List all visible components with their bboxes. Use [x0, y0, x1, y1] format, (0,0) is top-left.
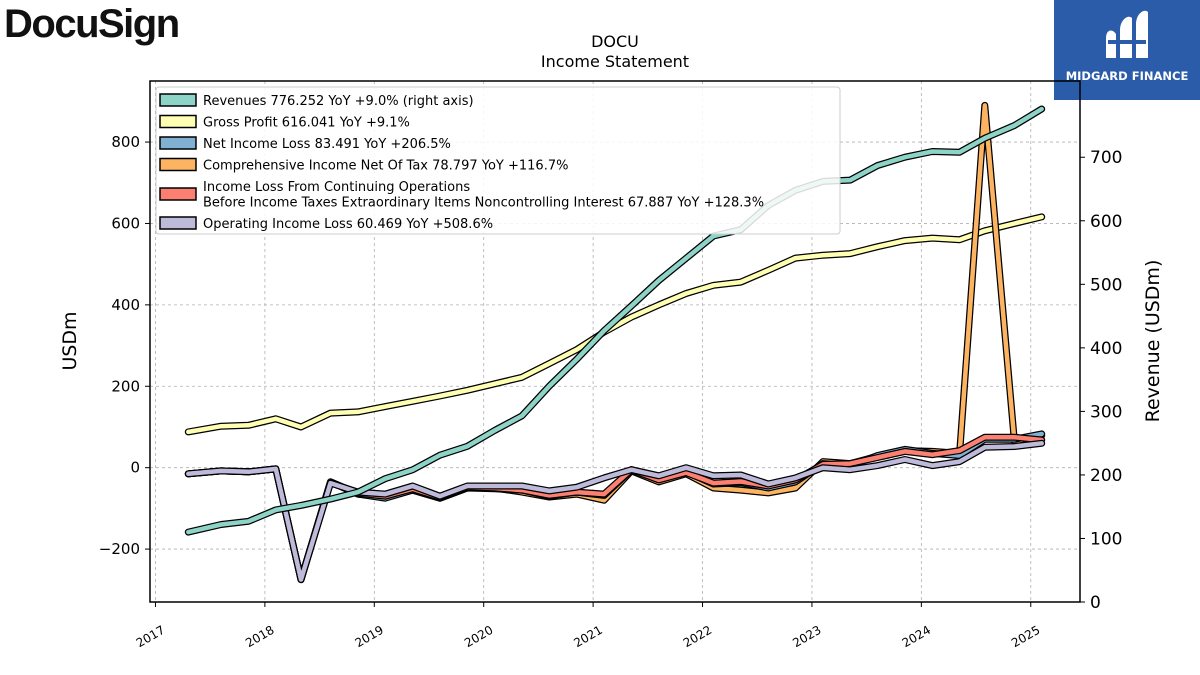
y-tick-label: 200	[111, 377, 140, 395]
series-line	[186, 214, 1044, 435]
y2-tick-label: 500	[1090, 275, 1122, 295]
legend-box	[155, 86, 841, 235]
legend-label: Comprehensive Income Net Of Tax 78.797 Y…	[203, 159, 568, 174]
legend-label: Income Loss From Continuing Operations	[203, 180, 470, 195]
legend-label: Operating Income Loss 60.469 YoY +508.6%	[203, 217, 493, 232]
x-tick-label: 2019	[353, 623, 386, 650]
series-line	[186, 106, 1044, 535]
y-axis-label: USDm	[59, 311, 81, 370]
y2-axis-label: Revenue (USDm)	[1142, 260, 1164, 423]
legend-swatch	[159, 93, 197, 107]
y-tick-label: −200	[99, 540, 140, 558]
legend-label: Before Income Taxes Extraordinary Items …	[203, 196, 764, 211]
x-tick-label: 2025	[1009, 623, 1042, 650]
chart-title: DOCU	[591, 32, 639, 51]
x-tick-label: 2022	[681, 623, 714, 650]
chart-subtitle: Income Statement	[541, 52, 689, 71]
y2-tick-label: 700	[1090, 148, 1122, 168]
legend: Revenues 776.252 YoY +9.0% (right axis) G…	[155, 86, 841, 235]
y2-tick-label: 200	[1090, 466, 1122, 486]
y2-tick-label: 600	[1090, 212, 1122, 232]
midgard-finance-logo: MIDGARD FINANCE	[1054, 0, 1200, 100]
legend-label: Gross Profit 616.041 YoY +9.1%	[203, 116, 410, 131]
y-tick-label: 800	[111, 133, 140, 151]
x-tick-label: 2020	[462, 623, 495, 650]
x-tick-label: 2024	[900, 623, 933, 650]
y2-tick-label: 400	[1090, 339, 1122, 359]
y2-tick-label: 300	[1090, 402, 1122, 422]
x-tick-label: 2018	[243, 623, 276, 650]
legend-swatch	[159, 114, 197, 129]
y2-tick-label: 0	[1090, 593, 1101, 613]
y-tick-label: 400	[111, 296, 140, 314]
series-line	[186, 441, 1044, 582]
plot-frame	[149, 80, 1081, 603]
legend-swatch	[159, 187, 197, 201]
legend-label: Net Income Loss 83.491 YoY +206.5%	[203, 137, 451, 152]
y-tick-label: 600	[111, 214, 140, 232]
midgard-emblem-icon	[1106, 10, 1148, 58]
legend-swatch	[159, 157, 197, 172]
series-lines	[184, 101, 1046, 584]
x-tick-label: 2021	[571, 623, 604, 650]
x-tick-label: 2017	[134, 623, 167, 650]
docusign-logo: DocuSign	[4, 2, 180, 46]
legend-swatch	[159, 136, 197, 150]
legend-label: Revenues 776.252 YoY +9.0% (right axis)	[203, 94, 474, 109]
y2-tick-label: 100	[1090, 529, 1122, 549]
x-tick-label: 2023	[790, 623, 823, 650]
midgard-finance-text: MIDGARD FINANCE	[1065, 69, 1189, 83]
y-tick-label: 0	[130, 459, 140, 477]
legend-swatch	[159, 216, 197, 230]
